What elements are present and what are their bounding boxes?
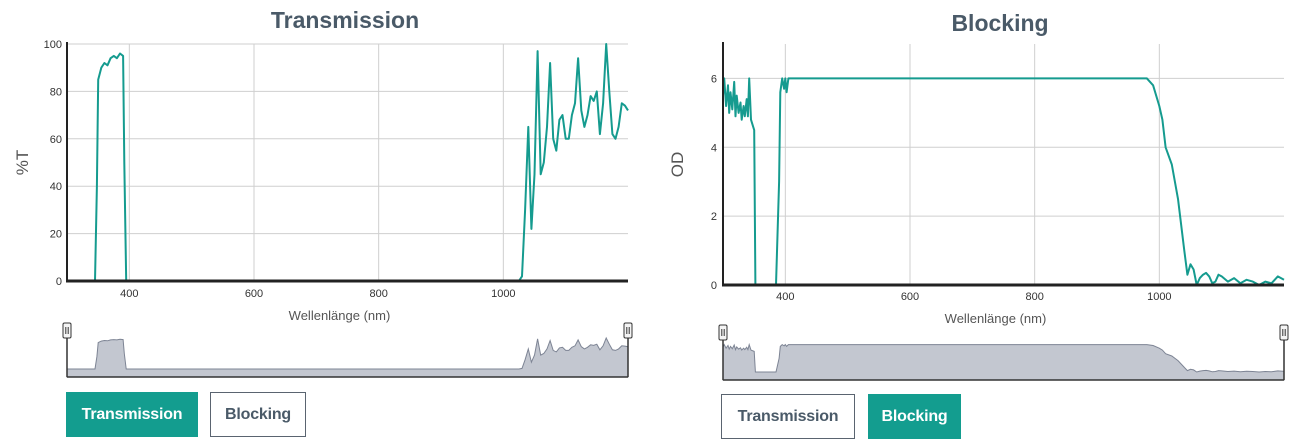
y-tick-label: 20 <box>50 229 62 241</box>
x-tick-label: 600 <box>245 288 263 300</box>
y-tick-label: 0 <box>711 280 717 292</box>
y-axis-title: %T <box>13 150 32 176</box>
x-tick-label: 400 <box>120 288 138 300</box>
y-tick-label: 0 <box>56 276 62 288</box>
y-tick-label: 40 <box>50 181 62 193</box>
range-navigator[interactable] <box>718 324 1289 381</box>
navigator-area <box>66 336 629 378</box>
x-tick-label: 1000 <box>491 288 515 300</box>
chart-grid <box>67 43 628 281</box>
navigator-right-handle[interactable] <box>623 322 633 339</box>
y-tick-label: 4 <box>711 142 717 154</box>
navigator-left-handle[interactable] <box>718 324 728 341</box>
x-tick-label: 400 <box>776 291 794 303</box>
y-axis-title: OD <box>668 152 687 178</box>
chart-title: Transmission <box>271 7 419 33</box>
blocking-chart: Blocking 0 2 4 6 400 600 800 1000 Wellenlänge … <box>668 10 1289 381</box>
x-tick-labels: 400 600 800 1000 <box>776 291 1171 303</box>
handle-grip[interactable] <box>718 324 728 341</box>
blocking-button[interactable]: Blocking <box>868 394 961 439</box>
series-line <box>722 77 1285 286</box>
x-tick-label: 800 <box>1025 291 1043 303</box>
x-tick-label: 800 <box>369 288 387 300</box>
chart-grid <box>723 44 1284 285</box>
y-tick-label: 2 <box>711 211 717 223</box>
handle-grip[interactable] <box>1279 324 1289 341</box>
navigator-left-handle[interactable] <box>62 322 72 339</box>
blocking-button[interactable]: Blocking <box>210 392 306 437</box>
x-tick-labels: 400 600 800 1000 <box>120 288 515 300</box>
y-tick-labels: 0 20 40 60 80 100 <box>44 39 62 288</box>
series-line <box>67 43 629 282</box>
y-tick-label: 60 <box>50 134 62 146</box>
transmission-button[interactable]: Transmission <box>721 394 855 439</box>
navigator-area <box>722 342 1285 381</box>
chart-title: Blocking <box>951 10 1048 36</box>
x-tick-label: 1000 <box>1147 291 1171 303</box>
y-tick-label: 6 <box>711 73 717 85</box>
range-navigator[interactable] <box>62 322 633 378</box>
handle-grip[interactable] <box>623 322 633 339</box>
y-tick-label: 80 <box>50 86 62 98</box>
y-tick-labels: 0 2 4 6 <box>711 73 717 292</box>
x-tick-label: 600 <box>901 291 919 303</box>
x-axis-title: Wellenlänge (nm) <box>289 308 391 323</box>
handle-grip[interactable] <box>62 322 72 339</box>
transmission-panel: Transmission 0 20 40 60 80 100 400 600 800 1000 … <box>13 7 633 437</box>
x-axis-title: Wellenlänge (nm) <box>945 311 1047 326</box>
y-tick-label: 100 <box>44 39 62 51</box>
navigator-right-handle[interactable] <box>1279 324 1289 341</box>
blocking-panel: Blocking 0 2 4 6 400 600 800 1000 Wellenlänge … <box>654 0 1308 442</box>
transmission-button[interactable]: Transmission <box>66 392 198 437</box>
